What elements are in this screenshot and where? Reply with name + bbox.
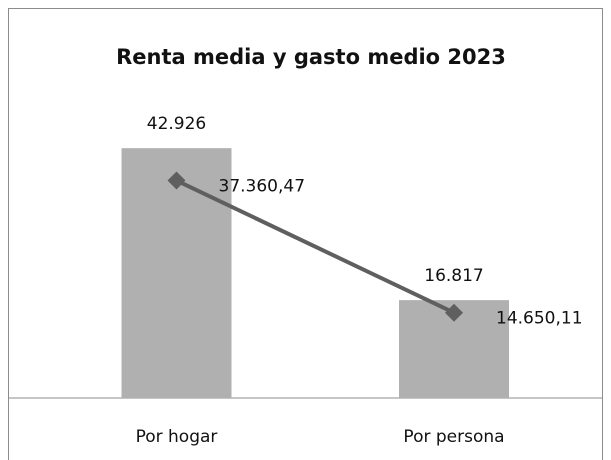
line-value-label: 14.650,11: [496, 309, 583, 329]
bar-value-label: 42.926: [147, 114, 206, 134]
line: [175, 178, 455, 315]
line-marker: [167, 171, 186, 190]
line-marker: [445, 303, 463, 322]
bar-value-label: 16.817: [424, 266, 483, 286]
chart-frame: [8, 8, 603, 460]
bar: [121, 148, 232, 398]
x-tick-label: Por persona: [403, 427, 504, 447]
line-value-label: 37.360,47: [219, 177, 306, 197]
x-tick-label: Por hogar: [136, 427, 218, 447]
chart-title: Renta media y gasto medio 2023: [116, 45, 506, 69]
